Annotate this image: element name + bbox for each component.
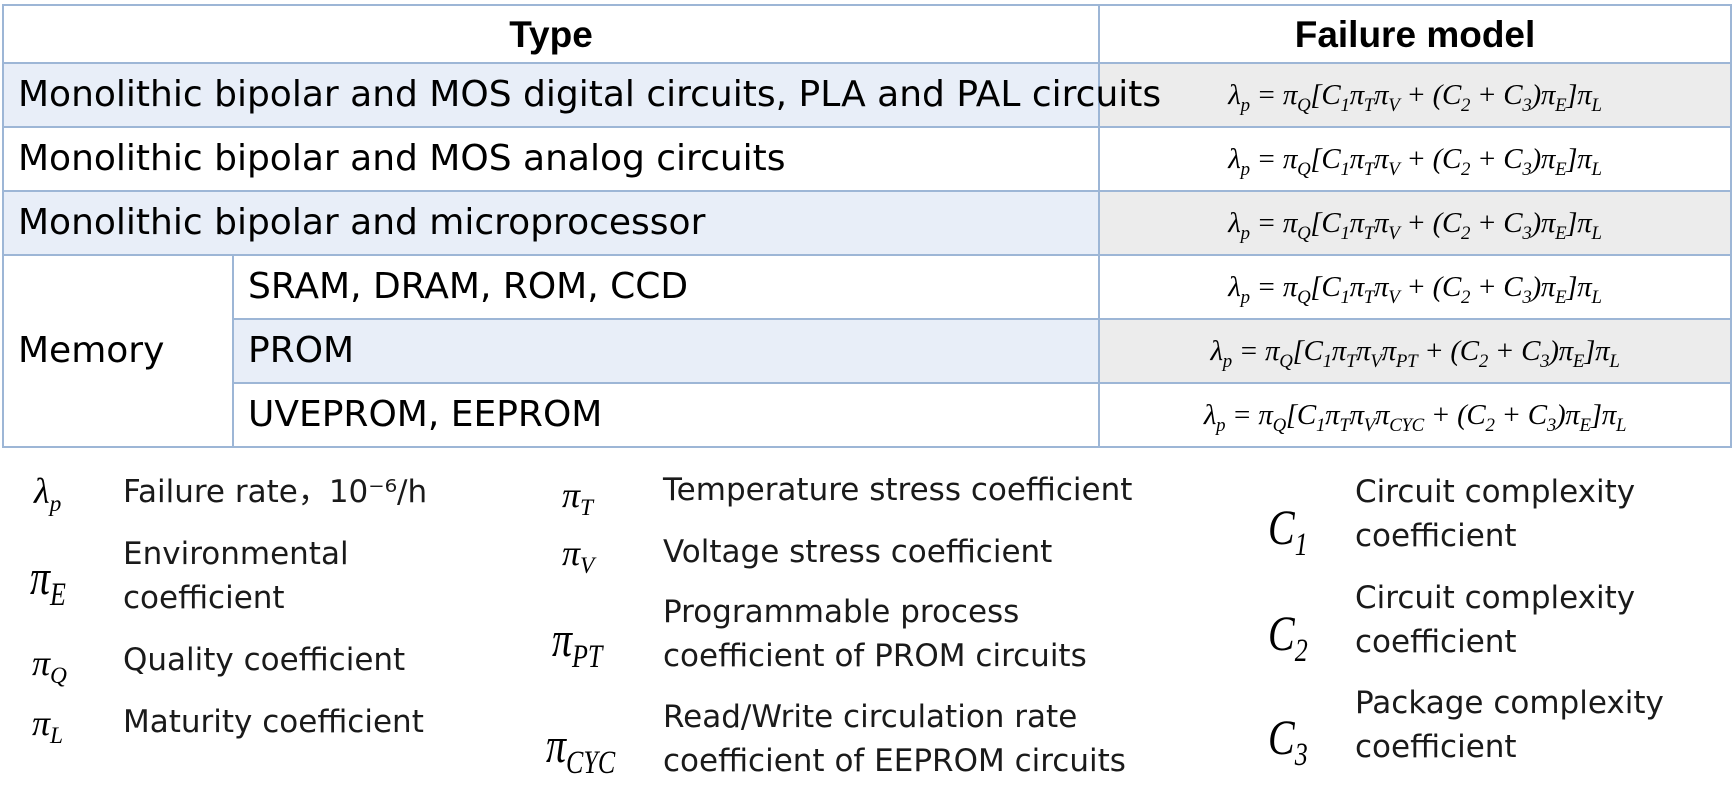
symbol-pi-v: πV xyxy=(562,533,595,580)
failure-model-formula: λp = πQ[C1πTπV + (C2 + C3)πE]πL xyxy=(1098,254,1732,320)
table-row: Monolithic bipolar and MOS analog circui… xyxy=(2,126,1732,192)
table-row: UVEPROM, EEPROM λp = πQ[C1πTπVπCYC + (C2… xyxy=(3,382,1732,448)
table-header-row: Type Failure model xyxy=(2,4,1732,64)
symbol-c1: C1 xyxy=(1268,499,1308,563)
failure-model-formula: λp = πQ[C1πTπVπCYC + (C2 + C3)πE]πL xyxy=(1098,382,1732,448)
legend-pi-cyc: Read/Write circulation rate coefficient … xyxy=(663,699,1126,779)
legend-lambda-p: Failure rate，10⁻⁶/h xyxy=(123,474,428,510)
header-failure-model: Failure model xyxy=(1098,4,1732,64)
symbol-pi-cyc: πCYC xyxy=(546,717,616,781)
legend-pi-pt: Programmable process coefficient of PROM… xyxy=(663,594,1087,674)
failure-model-formula: λp = πQ[C1πTπV + (C2 + C3)πE]πL xyxy=(1098,190,1732,256)
symbol-c3: C3 xyxy=(1268,709,1308,773)
legend-pi-t: Temperature stress coefficient xyxy=(663,472,1133,508)
table-row: Monolithic bipolar and microprocessor λp… xyxy=(2,190,1732,256)
symbol-pi-pt: πPT xyxy=(552,611,603,675)
failure-model-formula: λp = πQ[C1πTπV + (C2 + C3)πE]πL xyxy=(1098,126,1732,192)
symbol-lambda-p: λp xyxy=(34,471,62,518)
legend-c1: Circuit complexity coefficient xyxy=(1355,474,1636,554)
symbol-pi-t: πT xyxy=(562,475,594,522)
failure-model-formula: λp = πQ[C1πTπV + (C2 + C3)πE]πL xyxy=(1098,62,1732,128)
table-row: Monolithic bipolar and MOS digital circu… xyxy=(2,62,1732,128)
type-cell: Monolithic bipolar and MOS digital circu… xyxy=(2,62,1161,128)
symbol-pi-e: πE xyxy=(30,549,66,613)
memory-group-cell: Memory xyxy=(2,254,234,448)
subtype-cell: PROM xyxy=(232,318,1100,384)
symbol-pi-q: πQ xyxy=(32,643,67,690)
legend-c3: Package complexity coefficient xyxy=(1355,685,1664,765)
symbol-c2: C2 xyxy=(1268,605,1308,669)
legend-pi-l: Maturity coefficient xyxy=(123,704,424,740)
type-cell: Monolithic bipolar and microprocessor xyxy=(2,190,1100,256)
header-type: Type xyxy=(2,4,1100,64)
table-row: PROM λp = πQ[C1πTπVπPT + (C2 + C3)πE]πL xyxy=(3,318,1732,384)
table-row: Memory SRAM, DRAM, ROM, CCD λp = πQ[C1πT… xyxy=(2,254,1732,448)
subtype-cell: SRAM, DRAM, ROM, CCD xyxy=(232,254,1100,320)
symbol-pi-l: πL xyxy=(32,703,64,750)
type-cell: Monolithic bipolar and MOS analog circui… xyxy=(2,126,1100,192)
failure-model-formula: λp = πQ[C1πTπVπPT + (C2 + C3)πE]πL xyxy=(1098,318,1732,384)
legend-c2: Circuit complexity coefficient xyxy=(1355,580,1636,660)
legend-pi-v: Voltage stress coefficient xyxy=(663,534,1053,570)
legend-pi-e: Environmental coefficient xyxy=(123,536,349,616)
legend-pi-q: Quality coefficient xyxy=(123,642,406,678)
subtype-cell: UVEPROM, EEPROM xyxy=(232,382,1100,448)
failure-model-table: Type Failure model Monolithic bipolar an… xyxy=(2,4,1732,448)
